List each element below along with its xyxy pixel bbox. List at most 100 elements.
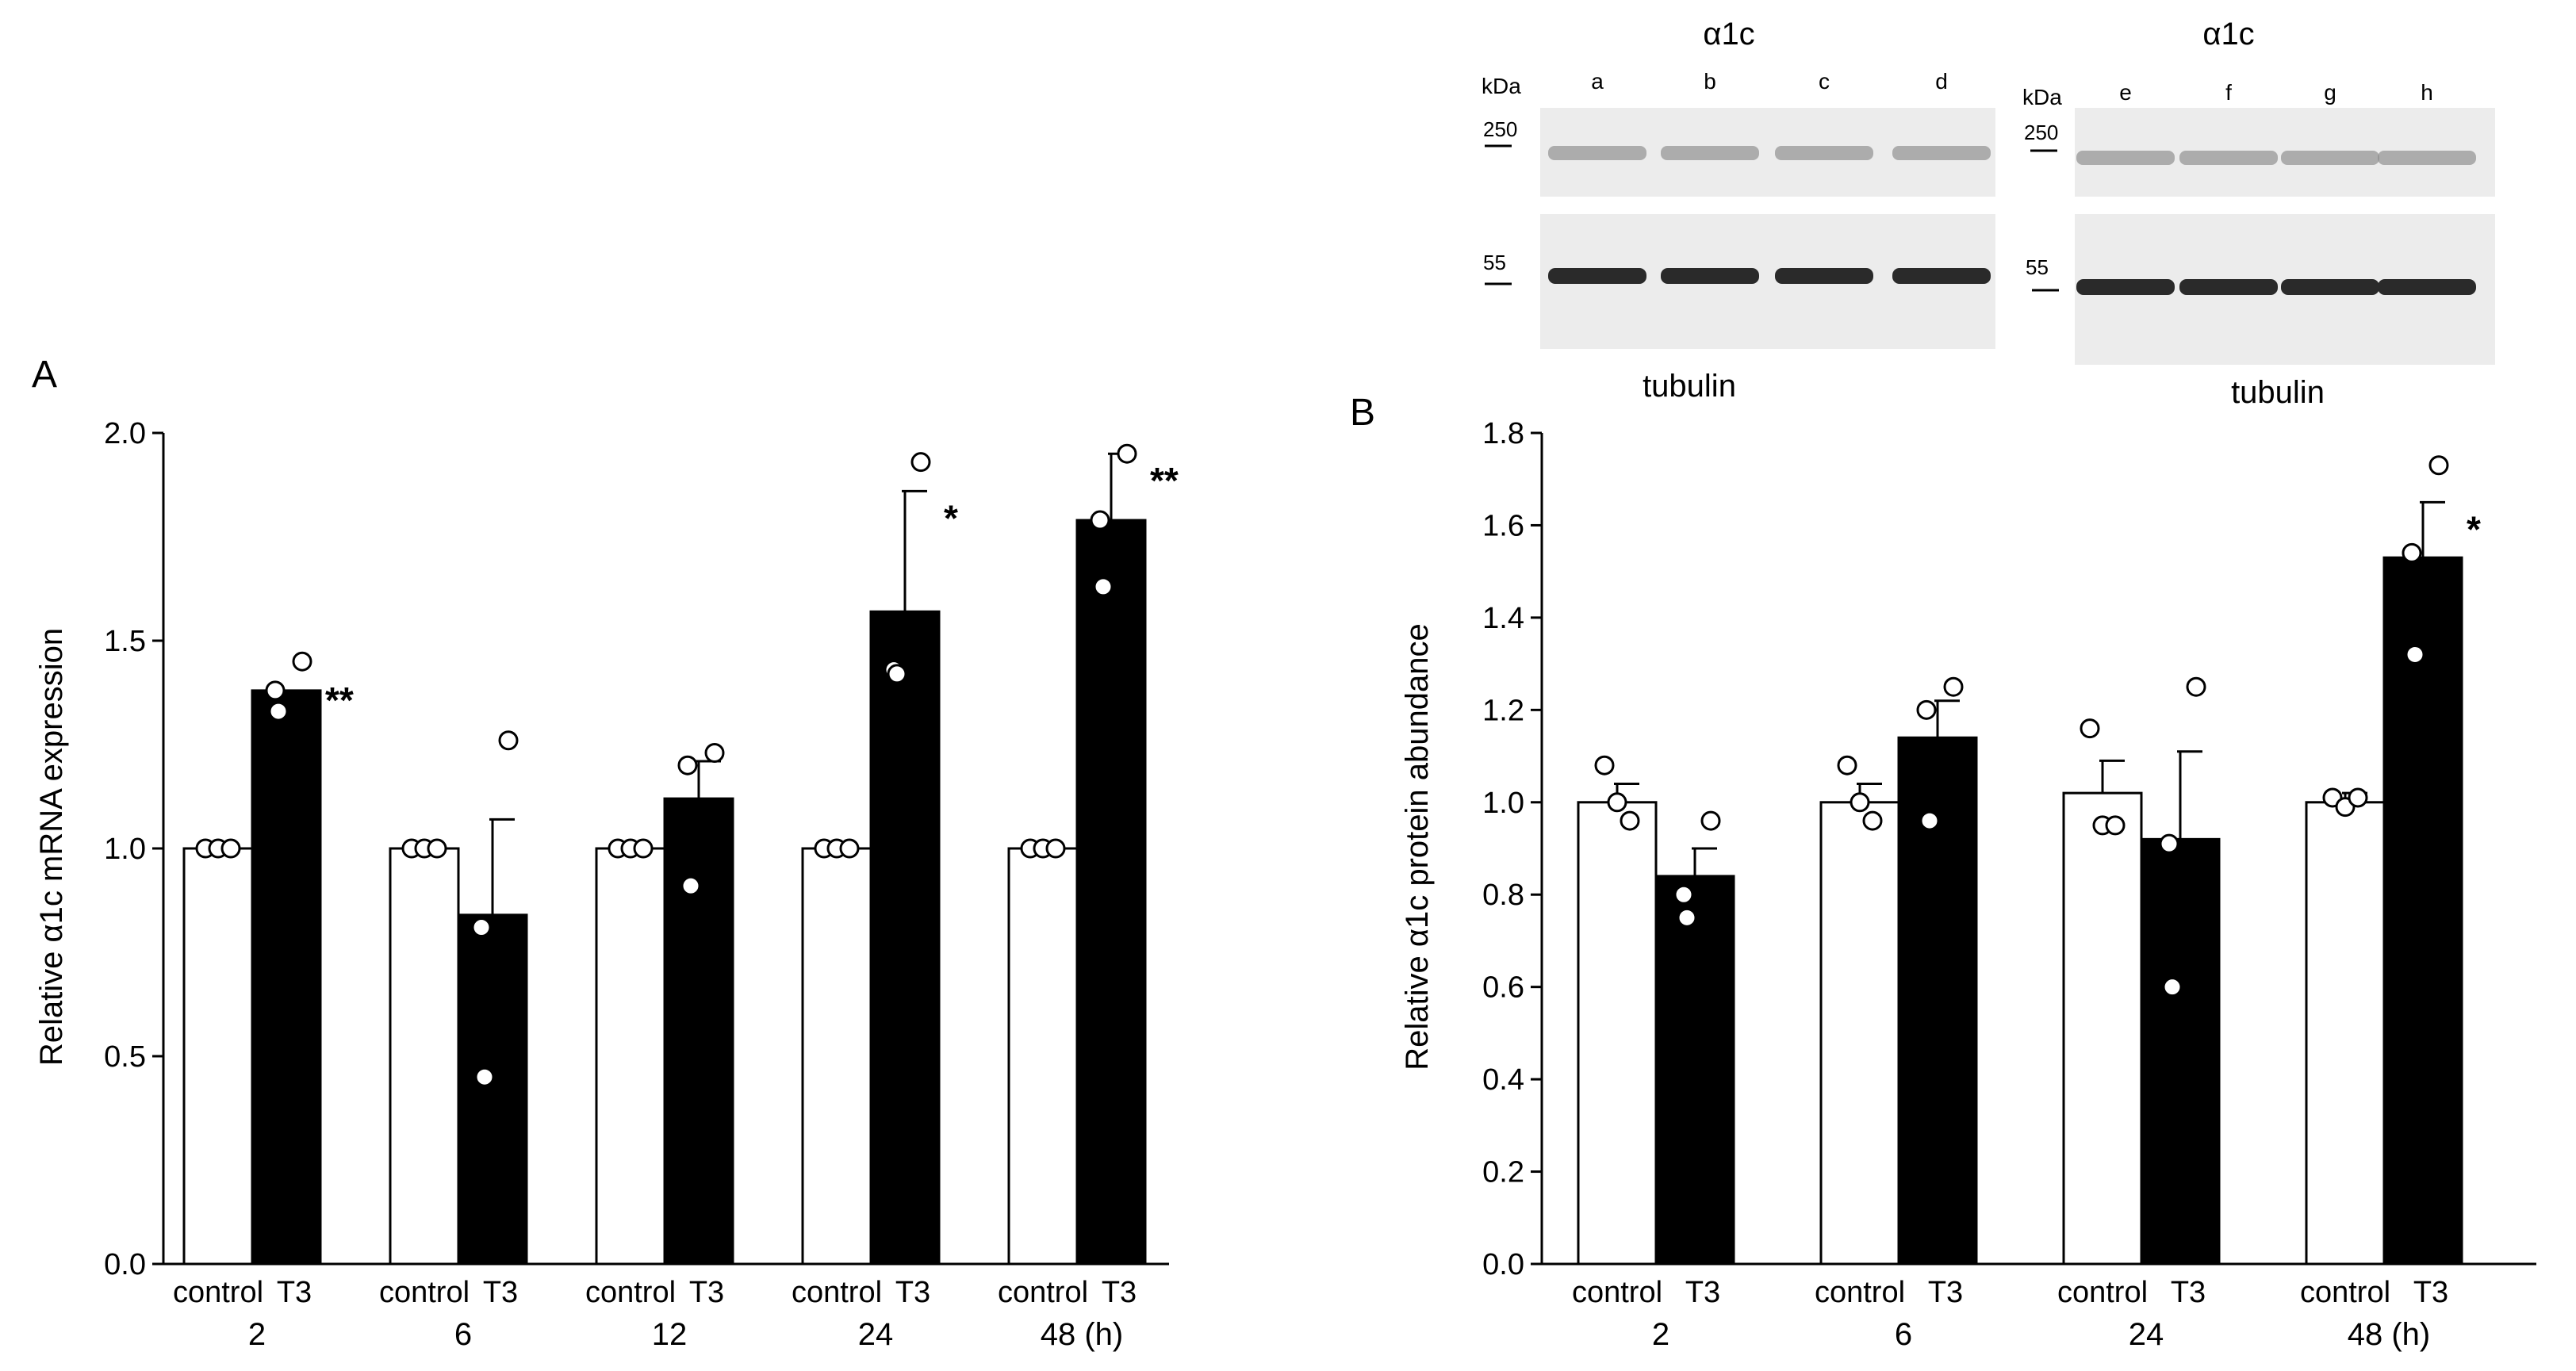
point-control-48 (h) [1045,838,1066,859]
blot-left-lane-label-b: b [1704,69,1716,94]
bar-control-24 [2062,791,2143,1266]
point-control-24 [839,838,860,859]
x-bar-label-t3: T3 [895,1276,930,1309]
point-t3-12 [680,875,701,896]
blot-right-loading-label: tubulin [2231,375,2325,410]
bar-control-6 [1819,801,1900,1266]
point-control-48 (h) [2348,787,2368,808]
x-group-label: 6 [454,1317,472,1352]
blot-left-target-label: α1c [1703,17,1754,52]
point-t3-6 [471,917,492,938]
point-control-6 [1850,792,1870,813]
point-t3-6 [1943,676,1964,697]
bar-control-24 [801,847,872,1266]
x-bar-label-control: control [2057,1276,2148,1309]
blot-right-lane-label-h: h [2421,80,2433,105]
point-control-6 [1862,810,1883,831]
blot-right-lane-label-f: f [2225,80,2232,105]
x-bar-label-control: control [379,1276,470,1309]
blot-left-tubulin-band-a [1548,268,1646,284]
x-bar-label-control: control [792,1276,882,1309]
blot-right-alpha1c-band-e [2076,151,2175,165]
bar-t3-12 [663,797,734,1266]
x-bar-label-t3: T3 [483,1276,518,1309]
bar-t3-48 (h) [1075,519,1147,1266]
significance-marker: * [944,497,958,538]
blot-left-alpha1c-band-d [1892,146,1991,160]
panel-a-y-axis-title: Relative α1c mRNA expression [34,628,69,1066]
x-bar-label-t3: T3 [1685,1276,1720,1309]
y-tick-label: 0.0 [1482,1248,1524,1281]
point-t3-2 [1673,884,1694,905]
significance-marker: * [2467,508,2481,550]
y-tick-label: 0.5 [104,1040,146,1074]
y-tick-label: 1.0 [104,833,146,866]
panel-b-chart: B Relative α1c protein abundance 0.0 0.2 0… [1350,392,2536,1352]
point-control-24 [2080,718,2100,739]
x-bar-label-control: control [1572,1276,1662,1309]
blot-left-alpha1c-band-b [1661,146,1759,160]
y-tick-label: 1.0 [1482,787,1524,820]
point-control-2 [1607,792,1627,813]
blot-right-tubulin-band-h [2378,279,2476,295]
western-blot-left: α1c kDa 250 55 tubulin a b c d [1482,17,1995,404]
point-t3-24 [2162,977,2183,998]
y-tick-label: 1.8 [1482,417,1524,450]
point-t3-2 [1677,907,1697,928]
blot-right-tubulin-band-g [2281,279,2379,295]
y-tick-label: 1.2 [1482,694,1524,727]
blot-right-alpha1c-band-f [2179,151,2278,165]
blot-right-tubulin-band-f [2179,279,2278,295]
point-t3-48 (h) [1093,576,1114,597]
point-t3-48 (h) [1090,510,1110,530]
point-t3-24 [2186,676,2206,697]
bar-t3-2 [251,689,322,1266]
blot-right-alpha1c-band-h [2378,151,2476,165]
point-t3-12 [677,755,698,775]
bar-t3-48 (h) [2382,556,2463,1266]
y-tick-label: 0.4 [1482,1063,1524,1097]
blot-left-marker-55: 55 [1483,251,1506,274]
y-tick-label: 1.5 [104,625,146,658]
point-t3-6 [1919,810,1940,831]
blot-left-tubulin-band-b [1661,268,1759,284]
western-blot-right: α1c kDa 250 55 tubulin e f g h [2022,17,2495,410]
point-t3-48 (h) [2402,542,2422,563]
x-bar-label-t3: T3 [689,1276,724,1309]
x-group-label: 2 [1652,1317,1669,1352]
panel-b-y-axis-title: Relative α1c protein abundance [1400,623,1435,1070]
bar-control-2 [182,847,254,1266]
blot-left-lane-label-d: d [1935,69,1948,94]
x-bar-label-t3: T3 [2171,1276,2206,1309]
x-group-label: 6 [1895,1317,1912,1352]
blot-right-tubulin-band-e [2076,279,2175,295]
point-t3-2 [268,701,289,722]
y-tick-label: 2.0 [104,417,146,450]
y-tick-label: 1.6 [1482,509,1524,542]
blot-left-lane-label-a: a [1591,69,1604,94]
panel-a-chart: A Relative α1c mRNA expression 0.0 0.5 1.0… [32,354,1179,1352]
blot-left-lane-label-c: c [1819,69,1830,94]
blot-left-alpha1c-band-c [1775,146,1873,160]
point-t3-48 (h) [2405,644,2425,664]
point-t3-24 [2159,833,2179,854]
significance-marker: ** [1150,460,1179,501]
bar-control-48 (h) [2305,801,2386,1266]
point-t3-6 [474,1067,495,1087]
point-control-24 [2105,815,2126,836]
x-bar-label-t3: T3 [1928,1276,1963,1309]
bar-t3-2 [1654,875,1735,1266]
x-bar-label-control: control [1815,1276,1905,1309]
x-group-label: 48 (h) [2348,1317,2431,1352]
x-bar-label-control: control [585,1276,676,1309]
y-tick-label: 1.4 [1482,602,1524,635]
x-bar-label-t3: T3 [1102,1276,1137,1309]
point-t3-48 (h) [2428,455,2449,476]
x-group-label: 24 [858,1317,894,1352]
x-bar-label-control: control [173,1276,263,1309]
x-bar-label-t3: T3 [2413,1276,2448,1309]
blot-right-alpha1c-band-g [2281,151,2379,165]
blot-left-alpha1c-band-a [1548,146,1646,160]
